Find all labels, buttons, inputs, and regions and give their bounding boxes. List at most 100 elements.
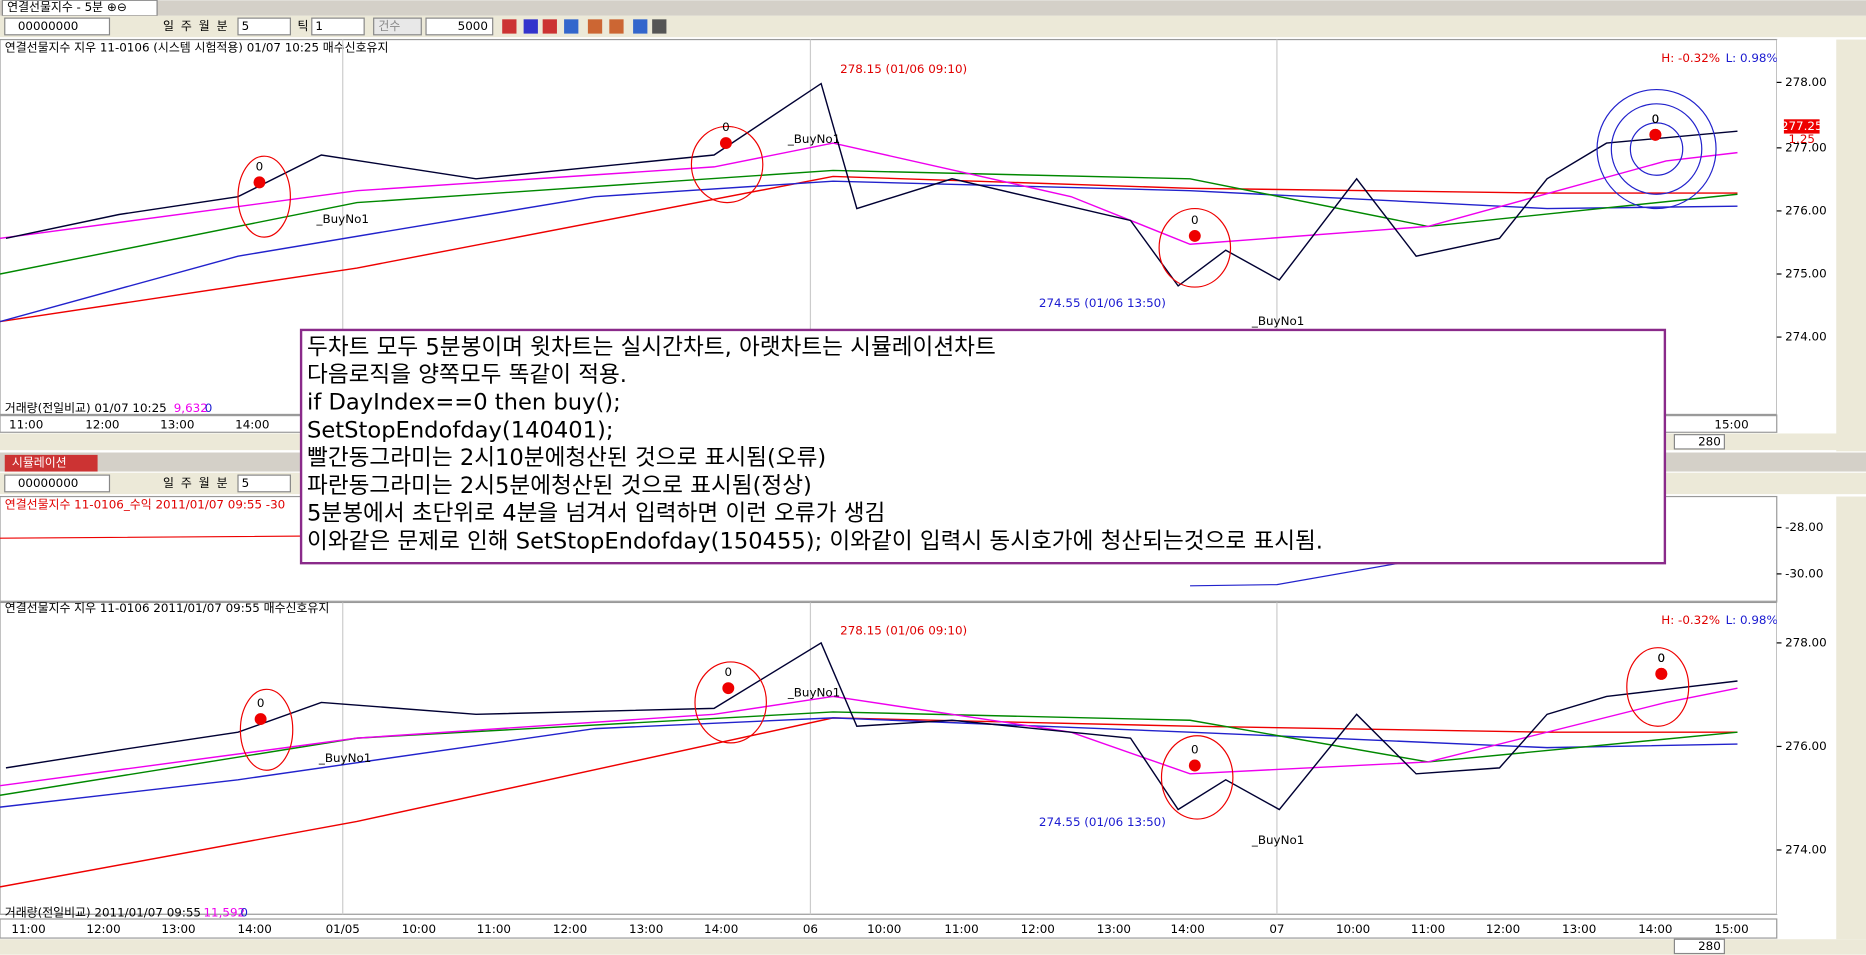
x-tick-label: 10:00: [1336, 922, 1370, 936]
x-tick-label: 01/05: [326, 922, 360, 936]
top-info: 연결선물지수 지우 11-0106 (시스템 시험적용) 01/07 10:25…: [5, 40, 389, 54]
note-box: [299, 328, 1667, 565]
top-y-axis: [1776, 39, 1837, 415]
period-button[interactable]: 분: [217, 476, 228, 490]
top-lines: [0, 82, 1738, 323]
bottom-x-axis: [0, 918, 1778, 939]
exit-marker: [1649, 128, 1662, 141]
x-tick-label: 13:00: [160, 418, 194, 432]
buy-label: _BuyNo1: [316, 212, 369, 226]
profit-info: 연결선물지수 11-0106_수익 2011/01/07 09:55 -30: [5, 497, 285, 511]
x-tick-label: 14:00: [235, 418, 269, 432]
x-tick-label: 15:00: [1714, 418, 1748, 432]
exit-label: 0: [257, 696, 265, 710]
period-button[interactable]: 월: [199, 19, 210, 33]
exit-marker: [1188, 229, 1201, 242]
toolbar-icons[interactable]: [502, 19, 667, 34]
y-tick-label: 274.00: [1785, 842, 1827, 856]
tick-box[interactable]: [311, 17, 365, 36]
bottom-scroll[interactable]: [0, 939, 1866, 955]
y-tick-label: 278.00: [1785, 635, 1827, 649]
x-tick-label: 12:00: [1486, 922, 1520, 936]
y-tick-label: -30.00: [1785, 566, 1823, 580]
top-blue-circles: [1596, 88, 1717, 210]
count-value-box[interactable]: [425, 17, 494, 36]
period-button[interactable]: 주: [181, 19, 192, 33]
x-tick-label: 12:00: [85, 418, 119, 432]
period-button[interactable]: 일: [163, 476, 174, 490]
high: H: -0.32%: [1661, 51, 1720, 65]
exit-label: 0: [1652, 112, 1660, 126]
peak-label: 278.15 (01/06 09:10): [840, 62, 967, 76]
exit-label: 0: [1658, 651, 1666, 665]
zoom-box[interactable]: [1673, 434, 1725, 450]
tab-bar: [0, 0, 1866, 16]
code-box[interactable]: [4, 17, 111, 36]
top-volume-value: 9,632: [174, 401, 208, 415]
note-line: 5분봉에서 초단위로 4분을 넘겨서 입력하면 이런 오류가 생김: [307, 501, 885, 527]
right-tools-bottom[interactable]: [1836, 496, 1866, 940]
x-tick-label: 07: [1269, 922, 1284, 936]
period-button[interactable]: 월: [199, 476, 210, 490]
x-tick-label: 10:00: [867, 922, 901, 936]
exit-marker: [253, 176, 266, 189]
sim-tab[interactable]: [4, 454, 98, 472]
bottom-zoom-box[interactable]: [1673, 938, 1725, 955]
bottom-volume-value: 11,592: [203, 906, 245, 920]
x-tick-label: 12:00: [1021, 922, 1055, 936]
exit-marker: [254, 713, 267, 726]
bottom-grid: [342, 602, 1278, 915]
exit-label: 0: [722, 120, 730, 134]
x-tick-label: 11:00: [11, 922, 45, 936]
y-tick-label: 277.00: [1785, 140, 1827, 154]
bottom-exit-circles: [239, 647, 1690, 820]
x-tick-label: 12:00: [553, 922, 587, 936]
x-tick-label: 12:00: [86, 922, 120, 936]
right-tools-top[interactable]: [1836, 39, 1866, 452]
y-tick-label: -28.00: [1785, 520, 1823, 534]
period-button[interactable]: 분: [217, 19, 228, 33]
bottom-low: L: 0.98%: [1726, 613, 1778, 627]
exit-label: 0: [1191, 213, 1199, 227]
period-button[interactable]: 일: [163, 19, 174, 33]
count-label: 건수: [378, 19, 400, 33]
exit-label: 0: [1191, 743, 1199, 757]
bottom-y-axis: [1776, 602, 1837, 915]
count-value: 5000: [458, 19, 488, 33]
note-line: 다음로직을 양쪽모두 똑같이 적용.: [307, 362, 627, 388]
count-box[interactable]: [373, 17, 422, 36]
note-line: 두차트 모두 5분봉이며 윗차트는 실시간차트, 아랫차트는 시뮬레이션차트: [307, 334, 996, 360]
note-line: SetStopEndofday(140401);: [307, 417, 613, 443]
price-change: 1.25: [1788, 132, 1814, 146]
x-tick-label: 11:00: [9, 418, 43, 432]
bottom-period-value: 5: [242, 476, 250, 490]
exit-marker: [722, 682, 735, 695]
y-tick-label: 276.00: [1785, 739, 1827, 753]
x-tick-label: 15:00: [1714, 922, 1748, 936]
note-line: 빨간동그라미는 2시10분에청산된 것으로 표시됨(오류): [307, 445, 826, 471]
price-tag-box: [1783, 119, 1820, 134]
x-tick-label: 11:00: [477, 922, 511, 936]
bottom-volume-zero: 0: [240, 906, 248, 920]
top-volume-info: 거래량(전일비교) 01/07 10:25: [5, 401, 167, 415]
buy-label: _BuyNo1: [1251, 314, 1304, 328]
tick-label: 틱: [298, 19, 309, 33]
period-button[interactable]: 주: [181, 476, 192, 490]
bottom-info: 연결선물지수 지우 11-0106 2011/01/07 09:55 매수신호유…: [5, 601, 330, 615]
x-tick-label: 14:00: [704, 922, 738, 936]
bottom-period-box[interactable]: [237, 474, 291, 493]
trough-label: 274.55 (01/06 13:50): [1039, 296, 1166, 310]
sim-tab-title: 시뮬레이션: [12, 456, 67, 470]
tick-value: 1: [315, 19, 323, 33]
buy-label: _BuyNo1: [1251, 833, 1304, 847]
period-value: 5: [242, 19, 250, 33]
period-box[interactable]: [237, 17, 291, 36]
tab-title: 연결선물지수 - 5분 ⊕⊖: [7, 0, 127, 14]
code: 00000000: [18, 19, 79, 33]
bottom-lines: [0, 641, 1738, 888]
buy-label: _BuyNo1: [787, 685, 840, 699]
x-tick-label: 06: [803, 922, 818, 936]
bottom-code-box[interactable]: [4, 474, 111, 493]
